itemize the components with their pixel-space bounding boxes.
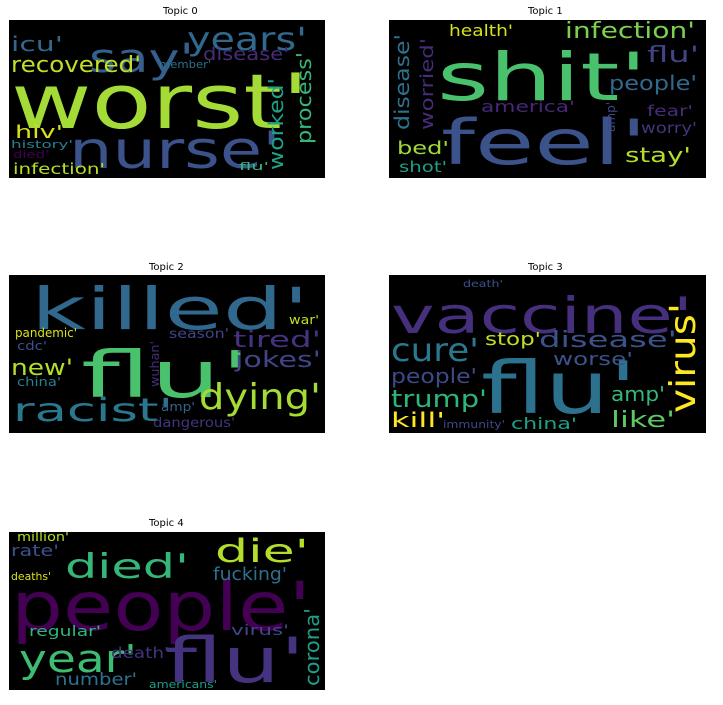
cloud-word: disease': [390, 34, 414, 130]
word-cloud-canvas: killed' flu' tired' jokes' dying' racist…: [11, 275, 321, 431]
cloud-word: america': [481, 97, 575, 116]
cloud-word: feel': [441, 106, 647, 178]
panel-title: Topic 1: [528, 6, 563, 17]
cloud-word: rate': [11, 541, 59, 560]
cloud-word: china': [511, 414, 577, 433]
cloud-word: years': [187, 20, 307, 58]
cloud-word: recovered': [11, 53, 141, 78]
cloud-word: death': [111, 644, 169, 662]
cloud-word: nurse': [69, 121, 281, 178]
cloud-word: infection': [565, 20, 695, 44]
cloud-word: tired': [233, 328, 321, 353]
cloud-word: died': [65, 547, 189, 587]
cloud-word: infection': [13, 160, 105, 178]
cloud-word: season': [169, 327, 229, 342]
panel-title: Topic 0: [163, 6, 198, 17]
word-cloud-canvas: shit' feel' infection' health' disease' …: [390, 20, 699, 178]
cloud-word: trump': [391, 385, 487, 413]
word-cloud: killed' flu' tired' jokes' dying' racist…: [9, 275, 325, 433]
cloud-word: flu': [647, 43, 699, 68]
cloud-word: stay': [625, 143, 691, 167]
cloud-word: history': [11, 138, 73, 151]
cloud-word: new': [11, 356, 73, 381]
word-cloud: worst' nurse' say' years' recovered' icu…: [9, 20, 325, 178]
cloud-word: amp': [161, 400, 195, 414]
cloud-word: icu': [11, 32, 63, 56]
cloud-word: flu': [239, 160, 269, 173]
word-cloud-canvas: vaccine' flu' virus' cure' disease' stop…: [391, 279, 704, 433]
word-cloud-canvas: people' flu' died' die' year' corona' ra…: [11, 532, 324, 690]
cloud-word: amp': [604, 102, 618, 132]
cloud-word: flu': [81, 339, 251, 413]
word-cloud: vaccine' flu' virus' cure' disease' stop…: [389, 275, 706, 433]
cloud-word: cure': [391, 331, 479, 369]
cloud-word: dangerous': [153, 416, 235, 431]
cloud-word: million': [17, 532, 69, 544]
cloud-word: fucking': [213, 564, 287, 585]
cloud-word: war': [289, 313, 319, 327]
cloud-word: fear': [647, 102, 693, 120]
panel-title: Topic 4: [149, 518, 184, 529]
cloud-word: americans': [149, 678, 217, 690]
cloud-word: worried': [417, 38, 438, 130]
cloud-word: died': [13, 148, 49, 161]
word-cloud: people' flu' died' die' year' corona' ra…: [9, 532, 325, 690]
cloud-word: racist': [13, 391, 173, 429]
cloud-word: immunity': [443, 418, 505, 431]
word-cloud: shit' feel' infection' health' disease' …: [389, 20, 706, 178]
cloud-word: wuhan': [148, 341, 162, 387]
cloud-word: vaccine': [391, 287, 693, 345]
cloud-word: amp': [611, 382, 665, 406]
cloud-word: disease': [539, 328, 677, 353]
cloud-word: killed': [31, 275, 309, 343]
cloud-word: number': [55, 670, 137, 690]
cloud-word: virus': [663, 303, 704, 413]
cloud-word: dying': [199, 377, 321, 418]
cloud-word: say': [89, 36, 194, 82]
panel-title: Topic 2: [149, 262, 184, 273]
cloud-word: process': [292, 52, 316, 144]
cloud-word: virus': [231, 623, 289, 639]
word-cloud-canvas: worst' nurse' say' years' recovered' icu…: [11, 20, 316, 178]
cloud-word: china': [17, 375, 61, 389]
cloud-word: corona': [300, 608, 324, 686]
cloud-word: people': [609, 71, 697, 95]
cloud-word: worse': [553, 349, 633, 370]
cloud-word: bed': [397, 138, 449, 159]
cloud-word: people': [391, 364, 477, 388]
cloud-word: shot': [399, 158, 447, 176]
cloud-word: flu': [481, 346, 637, 430]
cloud-word: regular': [29, 624, 101, 640]
cloud-word: flu': [165, 624, 305, 690]
cloud-word: pandemic': [15, 326, 77, 340]
panel-title: Topic 3: [528, 262, 563, 273]
cloud-word: death': [463, 279, 503, 290]
cloud-word: health': [449, 21, 513, 40]
cloud-word: jokes': [234, 348, 321, 373]
cloud-word: people': [11, 568, 311, 647]
cloud-word: kill': [391, 408, 445, 432]
cloud-word: worst': [11, 57, 309, 146]
cloud-word: worked': [264, 78, 288, 170]
cloud-word: like': [611, 408, 675, 433]
cloud-word: deaths': [11, 570, 51, 583]
cloud-word: shit': [437, 39, 647, 116]
cloud-word: cdc': [17, 339, 47, 353]
cloud-word: hiv': [15, 122, 63, 143]
cloud-word: worry': [641, 119, 697, 137]
cloud-word: stop': [485, 329, 541, 350]
cloud-word: die': [215, 532, 309, 570]
cloud-word: member': [159, 58, 211, 71]
cloud-word: year': [19, 637, 137, 681]
cloud-word: disease': [203, 44, 289, 65]
